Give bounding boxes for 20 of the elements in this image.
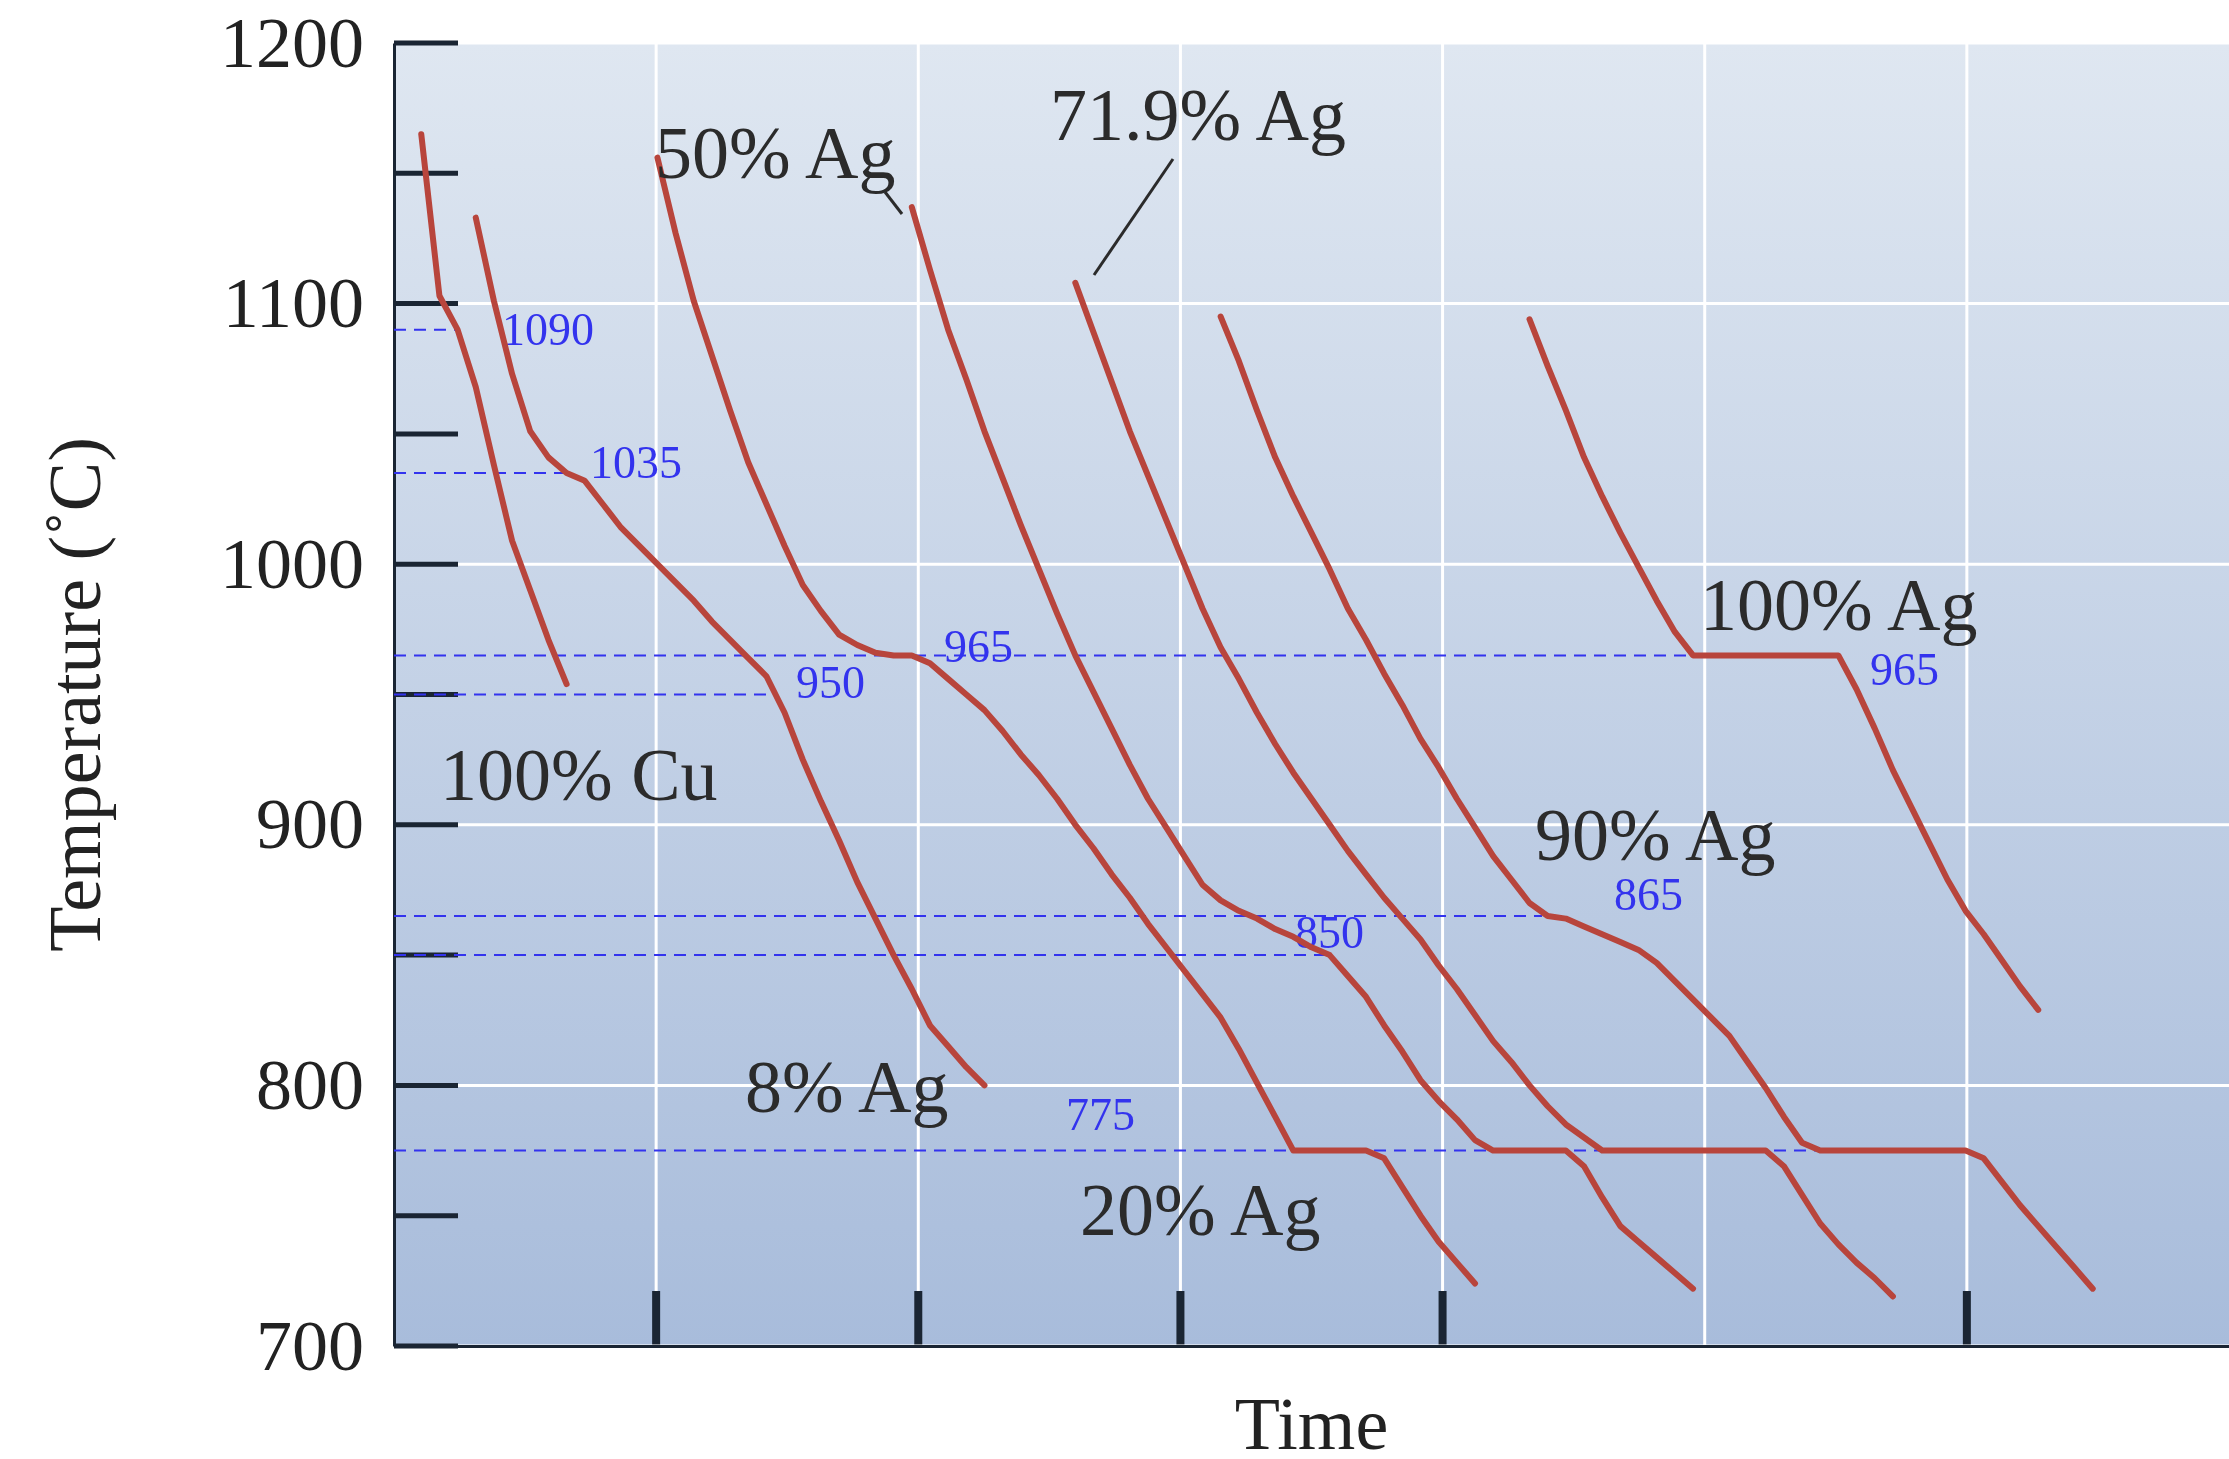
series-label: 100% Cu — [440, 734, 718, 816]
y-tick-label: 800 — [256, 1044, 364, 1125]
ref-line-label: 1090 — [502, 304, 594, 355]
ref-line-label: 965 — [944, 621, 1013, 672]
ref-line-label: 950 — [796, 657, 865, 708]
series-label: 50% Ag — [655, 112, 896, 194]
x-axis-title: Time — [1234, 1383, 1389, 1459]
y-tick-label: 900 — [256, 784, 364, 865]
y-axis-title: Temperature (˚C) — [34, 437, 116, 952]
y-tick-label: 1000 — [220, 523, 364, 604]
annotation: 965 — [1870, 644, 1939, 695]
y-tick-label: 1100 — [222, 263, 364, 344]
y-tick-label: 700 — [256, 1305, 364, 1386]
series-label: 71.9% Ag — [1050, 74, 1346, 156]
ref-line-label: 1035 — [590, 437, 682, 488]
y-tick-label: 1200 — [220, 2, 364, 83]
series-label: 100% Ag — [1700, 564, 1978, 646]
series-label: 20% Ag — [1080, 1169, 1321, 1251]
ref-line-label: 775 — [1066, 1089, 1135, 1140]
series-label: 8% Ag — [745, 1046, 949, 1128]
